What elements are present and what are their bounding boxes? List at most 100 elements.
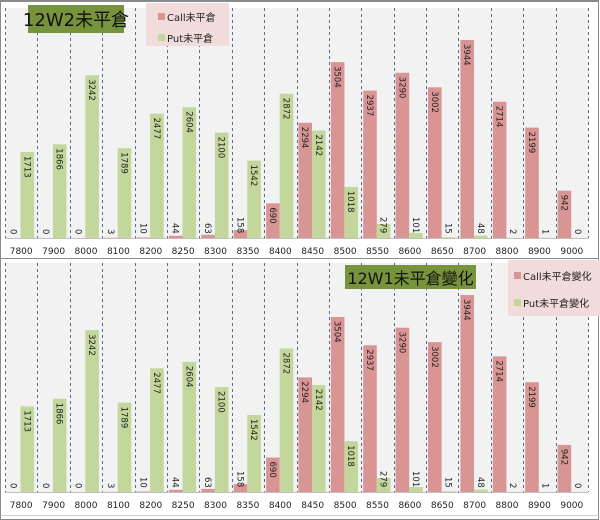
data-label-put: 15 xyxy=(442,223,452,234)
bar-put xyxy=(20,152,35,238)
data-label-put: 2477 xyxy=(151,118,161,140)
bar-put xyxy=(117,148,132,238)
data-label-put: 0 xyxy=(572,483,582,488)
data-label-put: 1542 xyxy=(248,419,258,441)
data-label-call: 2294 xyxy=(299,127,309,149)
data-label-put: 48 xyxy=(475,223,485,234)
bar-call xyxy=(136,491,151,492)
x-tick-label: 9000 xyxy=(560,247,583,257)
x-tick-label: 8500 xyxy=(334,501,357,511)
data-label-call: 63 xyxy=(202,477,212,488)
x-tick-label: 8550 xyxy=(366,501,389,511)
data-label-call: 0 xyxy=(40,229,50,234)
data-label-put: 279 xyxy=(378,471,388,487)
data-label-put: 1018 xyxy=(345,191,355,213)
bar-call xyxy=(330,62,345,238)
bar-call xyxy=(233,230,248,238)
bar-put xyxy=(409,487,423,492)
x-tick-label: 8400 xyxy=(269,501,292,511)
bar-put xyxy=(150,113,164,238)
data-label-put: 3242 xyxy=(86,334,96,356)
data-label-put: 3242 xyxy=(86,79,96,101)
data-label-call: 3944 xyxy=(461,299,471,321)
bar-call xyxy=(168,235,183,238)
bar-chart-bottom: 0 0 0 3 10 44 63 158690229435042937329030023944… xyxy=(1,263,600,516)
x-tick-label: 8400 xyxy=(269,247,292,257)
data-label-put: 1 xyxy=(540,229,550,234)
bar-put xyxy=(214,387,229,492)
bar-put xyxy=(214,132,229,238)
data-label-call: 63 xyxy=(202,223,212,234)
x-tick-label: 9000 xyxy=(560,501,583,511)
x-tick-label: 8200 xyxy=(139,247,162,257)
data-label-call: 0 xyxy=(8,483,18,488)
data-label-put: 1866 xyxy=(54,148,64,170)
data-label-call: 942 xyxy=(558,195,568,211)
bar-call xyxy=(492,356,507,492)
bar-put xyxy=(182,107,197,238)
data-label-put: 2604 xyxy=(183,111,193,133)
bar-put xyxy=(344,441,358,492)
bar-put xyxy=(474,235,488,238)
bar-call xyxy=(168,489,183,492)
data-label-call: 0 xyxy=(73,229,83,234)
bar-call xyxy=(428,342,442,492)
x-tick-label: 7900 xyxy=(42,247,65,257)
x-tick-label: 8700 xyxy=(463,247,486,257)
legend-swatch-put xyxy=(514,299,521,306)
data-label-put: 1018 xyxy=(345,445,355,467)
x-tick-label: 8000 xyxy=(75,247,98,257)
bar-put xyxy=(441,237,456,238)
bar-put xyxy=(376,224,391,238)
data-label-call: 3290 xyxy=(396,77,406,99)
chart-title-bottom: 12W1未平倉變化 xyxy=(345,265,476,289)
legend-label-call: Call未平倉變化 xyxy=(523,272,592,283)
data-label-call: 44 xyxy=(170,223,180,234)
data-label-call: 2714 xyxy=(494,106,504,128)
data-label-call: 2199 xyxy=(526,132,536,154)
bar-put xyxy=(247,415,261,492)
bar-call xyxy=(460,295,474,492)
data-label-call: 3 xyxy=(105,483,115,488)
x-tick-label: 8600 xyxy=(398,247,421,257)
data-label-put: 2 xyxy=(507,483,517,488)
data-label-call: 2294 xyxy=(299,381,309,403)
data-label-call: 3002 xyxy=(429,91,439,113)
data-label-put: 101 xyxy=(410,471,420,487)
bar-put xyxy=(279,348,294,492)
bar-call xyxy=(460,40,474,238)
x-tick-label: 8300 xyxy=(204,247,227,257)
data-label-put: 2604 xyxy=(183,366,193,388)
x-tick-label: 8900 xyxy=(528,247,551,257)
data-label-put: 48 xyxy=(475,477,485,488)
legend-item-put: Put未平倉 xyxy=(158,30,213,45)
data-label-put: 2100 xyxy=(216,391,226,413)
data-label-put: 2142 xyxy=(313,389,323,411)
bar-put xyxy=(344,186,358,238)
bar-call xyxy=(395,72,410,238)
data-label-call: 0 xyxy=(40,483,50,488)
bar-put xyxy=(247,160,261,238)
data-label-call: 2714 xyxy=(494,360,504,382)
x-tick-label: 8350 xyxy=(236,501,259,511)
bar-call xyxy=(201,488,215,492)
bar-call xyxy=(395,327,410,492)
x-tick-label: 8500 xyxy=(334,247,357,257)
data-label-call: 158 xyxy=(235,471,245,487)
data-label-call: 3504 xyxy=(332,66,342,88)
chart-panel-top: 0 0 0 3 10 44 63 158 690 2294 3504 2937 3290 3002 3944… xyxy=(0,0,599,259)
x-tick-label: 7800 xyxy=(10,247,33,257)
bar-call xyxy=(557,190,572,238)
x-tick-label: 8550 xyxy=(366,247,389,257)
bar-put xyxy=(441,491,456,492)
data-label-call: 3504 xyxy=(332,321,342,343)
data-label-put: 1789 xyxy=(119,407,129,429)
x-tick-label: 8200 xyxy=(139,501,162,511)
data-label-put: 2477 xyxy=(151,372,161,394)
bar-call xyxy=(266,203,280,238)
data-label-call: 3 xyxy=(105,229,115,234)
bar-call xyxy=(363,345,377,492)
x-tick-label: 8250 xyxy=(172,501,195,511)
data-label-call: 158 xyxy=(235,217,245,233)
legend-item-call: Call未平倉 xyxy=(158,9,216,24)
